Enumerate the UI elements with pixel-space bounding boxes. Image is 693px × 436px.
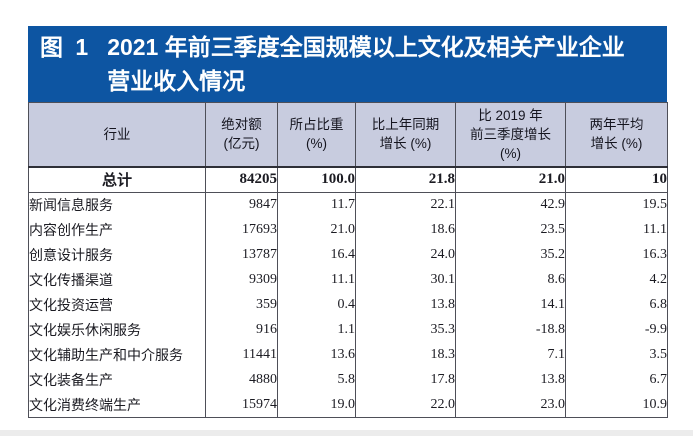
column-header-share: 所占比重 (%) — [277, 102, 356, 168]
column-header-yoy-growth: 比上年同期 增长 (%) — [355, 102, 456, 168]
table-row: 文化娱乐休闲服务 916 1.1 35.3 -18.8 -9.9 — [28, 317, 668, 343]
industry-cell: 文化投资运营 — [28, 292, 206, 318]
total-row: 总计 84205 100.0 21.8 21.0 10 — [28, 166, 668, 193]
column-header-two-year-avg: 两年平均 增长 (%) — [565, 102, 668, 168]
column-header-industry: 行业 — [28, 102, 206, 168]
column-header-absolute-amount: 绝对额 (亿元) — [205, 102, 278, 168]
value-cell: 13787 — [205, 242, 278, 268]
value-cell: 11.7 — [277, 192, 356, 218]
table-row: 内容创作生产 17693 21.0 18.6 23.5 11.1 — [28, 217, 668, 243]
table-row: 文化投资运营 359 0.4 13.8 14.1 6.8 — [28, 292, 668, 318]
industry-cell: 文化娱乐休闲服务 — [28, 317, 206, 343]
figure-number: 图 1 — [40, 34, 92, 60]
value-cell: 359 — [205, 292, 278, 318]
industry-cell: 文化传播渠道 — [28, 267, 206, 293]
value-cell: 42.9 — [455, 192, 566, 218]
table-row: 文化辅助生产和中介服务 11441 13.6 18.3 7.1 3.5 — [28, 342, 668, 368]
value-cell: 916 — [205, 317, 278, 343]
table-row: 创意设计服务 13787 16.4 24.0 35.2 16.3 — [28, 242, 668, 268]
table-row: 新闻信息服务 9847 11.7 22.1 42.9 19.5 — [28, 192, 668, 218]
value-cell: 9309 — [205, 267, 278, 293]
table-row: 文化传播渠道 9309 11.1 30.1 8.6 4.2 — [28, 267, 668, 293]
value-cell: 35.2 — [455, 242, 566, 268]
value-cell: 4880 — [205, 367, 278, 393]
value-cell: 21.0 — [455, 166, 566, 193]
table-row: 文化消费终端生产 15974 19.0 22.0 23.0 10.9 — [28, 392, 668, 418]
value-cell: 3.5 — [565, 342, 668, 368]
value-cell: 9847 — [205, 192, 278, 218]
value-cell: 19.5 — [565, 192, 668, 218]
value-cell: 4.2 — [565, 267, 668, 293]
value-cell: 0.4 — [277, 292, 356, 318]
value-cell: 24.0 — [355, 242, 456, 268]
industry-cell: 新闻信息服务 — [28, 192, 206, 218]
industry-cell: 内容创作生产 — [28, 217, 206, 243]
column-header-vs-2019-growth: 比 2019 年 前三季度增长 (%) — [455, 102, 566, 168]
value-cell: 10.9 — [565, 392, 668, 418]
value-cell: 11.1 — [565, 217, 668, 243]
value-cell: 16.3 — [565, 242, 668, 268]
value-cell: 22.1 — [355, 192, 456, 218]
figure-title: 2021 年前三季度全国规模以上文化及相关产业企业营业收入情况 — [107, 34, 625, 94]
value-cell: 18.6 — [355, 217, 456, 243]
figure-title-bar: 图 1 2021 年前三季度全国规模以上文化及相关产业企业营业收入情况 — [28, 26, 667, 102]
value-cell: 1.1 — [277, 317, 356, 343]
value-cell: 16.4 — [277, 242, 356, 268]
value-cell: 21.0 — [277, 217, 356, 243]
industry-cell: 文化消费终端生产 — [28, 392, 206, 418]
value-cell: 23.0 — [455, 392, 566, 418]
value-cell: 11441 — [205, 342, 278, 368]
industry-cell: 总计 — [28, 166, 206, 193]
value-cell: 18.3 — [355, 342, 456, 368]
value-cell: 100.0 — [277, 166, 356, 193]
industry-cell: 文化装备生产 — [28, 367, 206, 393]
revenue-table: 行业 绝对额 (亿元) 所占比重 (%) 比上年同期 增长 (%) 比 2019… — [28, 102, 668, 418]
value-cell: 6.7 — [565, 367, 668, 393]
value-cell: 11.1 — [277, 267, 356, 293]
bottom-edge — [0, 430, 693, 436]
value-cell: 19.0 — [277, 392, 356, 418]
value-cell: 8.6 — [455, 267, 566, 293]
value-cell: 17.8 — [355, 367, 456, 393]
value-cell: 13.8 — [355, 292, 456, 318]
value-cell: 6.8 — [565, 292, 668, 318]
industry-cell: 创意设计服务 — [28, 242, 206, 268]
value-cell: 30.1 — [355, 267, 456, 293]
value-cell: 15974 — [205, 392, 278, 418]
value-cell: 22.0 — [355, 392, 456, 418]
industry-cell: 文化辅助生产和中介服务 — [28, 342, 206, 368]
header-row: 行业 绝对额 (亿元) 所占比重 (%) 比上年同期 增长 (%) 比 2019… — [28, 102, 668, 168]
value-cell: 13.8 — [455, 367, 566, 393]
value-cell: 21.8 — [355, 166, 456, 193]
value-cell: 10 — [565, 166, 668, 193]
value-cell: -9.9 — [565, 317, 668, 343]
value-cell: 7.1 — [455, 342, 566, 368]
value-cell: 35.3 — [355, 317, 456, 343]
value-cell: 5.8 — [277, 367, 356, 393]
value-cell: 13.6 — [277, 342, 356, 368]
value-cell: 14.1 — [455, 292, 566, 318]
value-cell: -18.8 — [455, 317, 566, 343]
table-row: 文化装备生产 4880 5.8 17.8 13.8 6.7 — [28, 367, 668, 393]
value-cell: 84205 — [205, 166, 278, 193]
value-cell: 23.5 — [455, 217, 566, 243]
value-cell: 17693 — [205, 217, 278, 243]
